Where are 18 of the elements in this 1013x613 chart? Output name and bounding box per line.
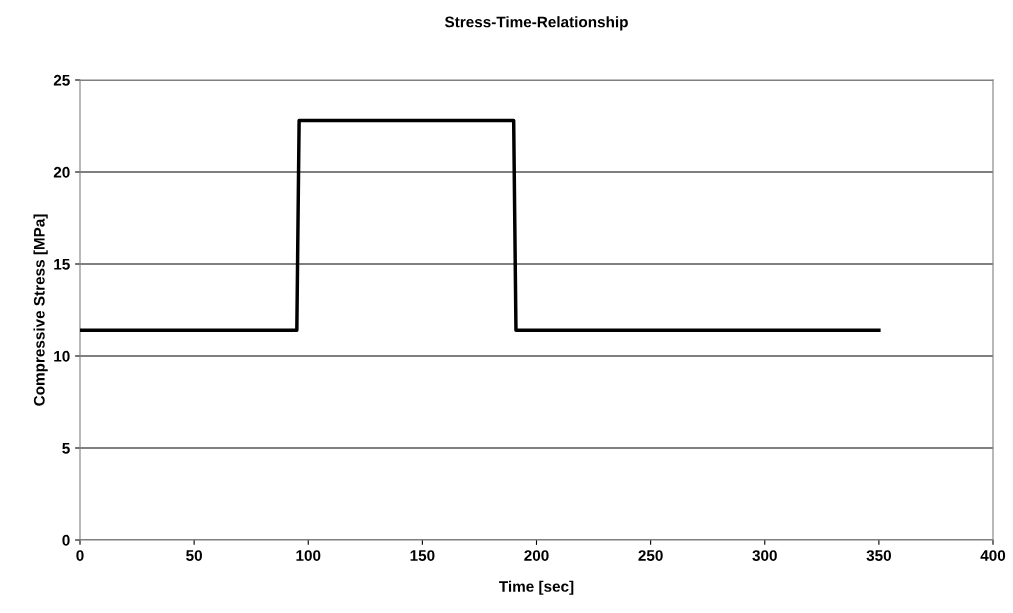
y-tick-label: 20 <box>53 166 70 178</box>
x-tick-label: 150 <box>410 550 435 561</box>
x-tick-label: 200 <box>524 550 549 561</box>
x-tick-label: 300 <box>752 550 777 561</box>
x-tick-label: 350 <box>866 550 891 561</box>
y-axis-title: Compressive Stress [MPa] <box>33 214 48 406</box>
x-tick-label: 50 <box>186 550 202 561</box>
x-axis-title: Time [sec] <box>499 580 574 595</box>
y-tick-label: 5 <box>62 443 70 454</box>
chart-title: Stress-Time-Relationship <box>444 16 628 31</box>
y-tick-label: 15 <box>54 259 70 270</box>
x-tick-label: 0 <box>76 550 84 561</box>
x-tick-label: 100 <box>296 550 321 561</box>
x-tick-label: 400 <box>980 550 1006 561</box>
x-tick-label: 250 <box>638 550 663 561</box>
y-tick-label: 25 <box>53 74 70 86</box>
y-tick-label: 10 <box>54 350 70 362</box>
y-tick-label: 0 <box>62 534 70 546</box>
